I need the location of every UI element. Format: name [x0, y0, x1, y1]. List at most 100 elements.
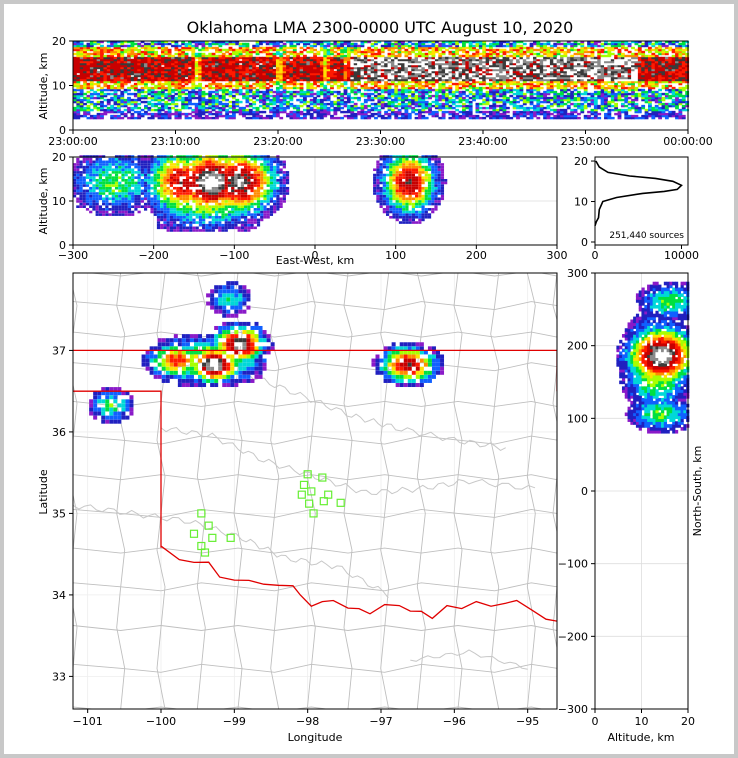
density-cell	[387, 104, 392, 108]
density-cell	[401, 78, 405, 82]
density-cell	[167, 60, 172, 64]
density-cell	[272, 76, 277, 80]
density-cell	[526, 50, 531, 54]
density-cell	[319, 116, 324, 120]
density-cell	[465, 68, 470, 72]
density-cell	[495, 110, 500, 114]
density-cell	[299, 98, 304, 102]
density-cell	[282, 96, 287, 100]
density-cell	[252, 44, 257, 48]
density-cell	[489, 54, 493, 58]
density-cell	[208, 42, 213, 46]
density-cell	[194, 46, 199, 50]
density-cell	[560, 104, 564, 108]
density-cell	[83, 86, 87, 90]
density-cell	[123, 102, 128, 106]
density-cell	[211, 86, 216, 90]
density-cell	[316, 110, 321, 114]
density-cell	[184, 88, 189, 92]
density-cell	[269, 70, 274, 74]
density-cell	[357, 106, 361, 110]
density-cell	[184, 74, 189, 78]
density-cell	[482, 60, 487, 64]
density-cell	[583, 70, 588, 74]
density-cell	[573, 114, 578, 118]
density-cell	[164, 104, 169, 108]
density-cell	[188, 100, 192, 104]
density-cell	[441, 70, 446, 74]
density-cell	[160, 78, 165, 82]
density-cell	[137, 82, 142, 86]
density-cell	[607, 92, 612, 96]
density-cell	[566, 60, 571, 64]
density-cell	[566, 82, 571, 86]
density-cell	[255, 76, 260, 80]
density-cell	[306, 106, 311, 110]
density-cell	[83, 70, 87, 74]
density-cell	[414, 112, 419, 116]
density-cell	[431, 48, 436, 52]
density-cell	[215, 94, 219, 98]
density-cell	[522, 110, 527, 114]
density-cell	[549, 84, 554, 88]
density-cell	[607, 116, 612, 120]
density-cell	[96, 108, 101, 112]
density-cell	[245, 44, 250, 48]
density-cell	[133, 100, 138, 104]
density-cell	[587, 54, 591, 58]
density-cell	[171, 98, 175, 102]
density-cell	[370, 98, 375, 102]
density-cell	[211, 78, 216, 82]
density-cell	[516, 48, 520, 52]
density-cell	[397, 102, 402, 106]
density-cell	[275, 62, 280, 66]
density-cell	[198, 90, 202, 94]
density-cell	[434, 58, 439, 62]
density-cell	[83, 108, 87, 112]
density-cell	[610, 56, 615, 60]
density-cell	[543, 76, 547, 80]
density-cell	[441, 58, 446, 62]
density-cell	[231, 94, 236, 98]
density-cell	[570, 64, 575, 68]
density-cell	[127, 88, 131, 92]
density-cell	[100, 74, 104, 78]
density-cell	[265, 78, 270, 82]
density-cell	[563, 52, 568, 56]
density-cell	[299, 86, 304, 90]
density-cell	[303, 40, 307, 44]
density-cell	[296, 92, 301, 96]
density-cell	[590, 78, 595, 82]
density-cell	[157, 92, 162, 96]
density-cell	[272, 100, 277, 104]
density-cell	[184, 100, 189, 104]
density-cell	[228, 110, 233, 114]
density-cell	[303, 114, 307, 118]
density-cell	[147, 46, 152, 50]
density-cell	[384, 104, 389, 108]
density-cell	[563, 74, 568, 78]
density-cell	[482, 98, 487, 102]
density-cell	[228, 92, 233, 96]
density-cell	[116, 106, 121, 110]
density-cell	[434, 60, 439, 64]
density-cell	[377, 86, 382, 90]
density-cell	[330, 102, 334, 106]
density-cell	[421, 84, 426, 88]
density-cell	[113, 62, 118, 66]
density-cell	[421, 68, 426, 72]
density-cell	[604, 102, 608, 106]
density-cell	[204, 74, 209, 78]
density-cell	[566, 72, 571, 76]
density-cell	[262, 80, 267, 84]
density-cell	[93, 60, 98, 64]
density-cell	[303, 102, 307, 106]
density-cell	[387, 48, 392, 52]
density-cell	[478, 88, 483, 92]
density-cell	[353, 92, 358, 96]
density-cell	[150, 116, 155, 120]
density-cell	[83, 64, 87, 68]
density-cell	[282, 56, 287, 60]
density-cell	[79, 64, 84, 68]
density-cell	[495, 70, 500, 74]
